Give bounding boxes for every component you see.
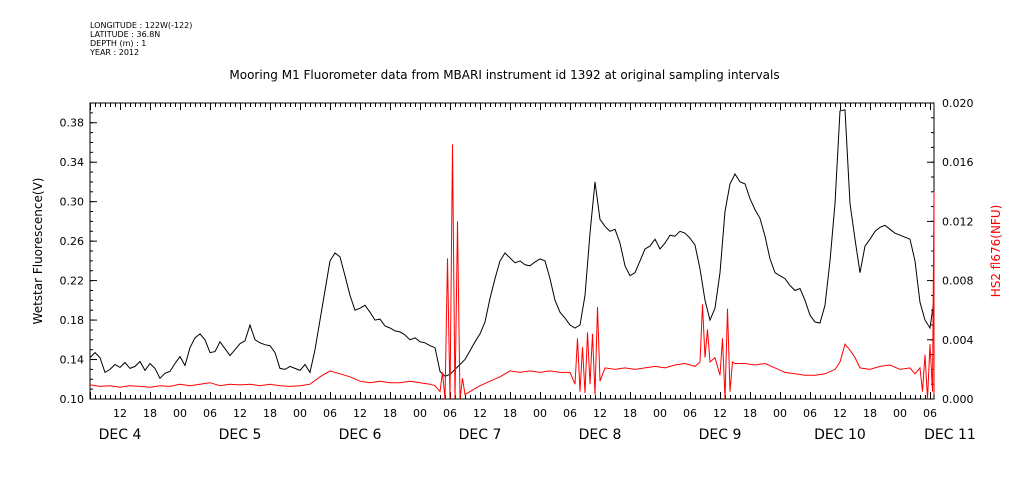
- y-left-tick-label: 0.30: [60, 196, 85, 209]
- x-tick-label: 06: [803, 407, 817, 420]
- x-tick-label: 18: [623, 407, 637, 420]
- x-day-label: DEC 8: [579, 427, 622, 443]
- y-left-tick-label: 0.38: [60, 117, 85, 130]
- y-right-tick-label: 0.016: [942, 156, 974, 169]
- x-tick-label: 00: [413, 407, 427, 420]
- chart-ticks: 12 18 00 06 12 18 00 06 12 18 00 06 12 18 00 06 12 18 00 06…: [60, 97, 976, 443]
- x-day-label: DEC 10: [814, 427, 866, 443]
- x-tick-label: 00: [533, 407, 547, 420]
- x-tick-label: 12: [233, 407, 247, 420]
- x-tick-label: 06: [563, 407, 577, 420]
- x-tick-label: 18: [863, 407, 877, 420]
- x-tick-label: 12: [713, 407, 727, 420]
- series-line-wetstar: [89, 109, 935, 380]
- x-tick-label: 12: [113, 407, 127, 420]
- x-tick-label: 00: [653, 407, 667, 420]
- y-left-tick-label: 0.34: [60, 156, 85, 169]
- x-tick-label: 06: [443, 407, 457, 420]
- x-day-label: DEC 7: [459, 427, 502, 443]
- x-tick-label: 00: [773, 407, 787, 420]
- x-day-label: DEC 5: [219, 427, 262, 443]
- chart-title: Mooring M1 Fluorometer data from MBARI i…: [229, 68, 780, 82]
- chart-axes: [89, 102, 935, 400]
- x-tick-label: 06: [203, 407, 217, 420]
- meta-block: LONGITUDE : 122W(-122) LATITUDE : 36.8N …: [90, 21, 192, 57]
- y-left-tick-label: 0.10: [60, 393, 85, 406]
- plot-frame: [89, 102, 935, 400]
- y-right-tick-label: 0.000: [942, 393, 974, 406]
- x-tick-label: 12: [833, 407, 847, 420]
- x-tick-label: 12: [473, 407, 487, 420]
- x-tick-label: 18: [743, 407, 757, 420]
- meta-depth: DEPTH (m) : 1: [90, 39, 147, 48]
- x-tick-label: 00: [173, 407, 187, 420]
- x-tick-label: 12: [593, 407, 607, 420]
- y-right-tick-label: 0.008: [942, 275, 974, 288]
- meta-longitude: LONGITUDE : 122W(-122): [90, 21, 193, 30]
- series-line-hs2: [89, 144, 935, 400]
- y-left-tick-label: 0.26: [60, 235, 85, 248]
- x-day-label: DEC 6: [339, 427, 382, 443]
- meta-year: YEAR : 2012: [90, 48, 140, 57]
- y-axis-right-label: HS2 fl676(NFU): [989, 205, 1003, 298]
- y-axis-left-label: Wetstar Fluorescence(V): [31, 178, 45, 325]
- x-day-label: DEC 4: [99, 427, 142, 443]
- chart-series: [89, 109, 935, 400]
- x-tick-label: 00: [293, 407, 307, 420]
- x-day-label: DEC 9: [699, 427, 742, 443]
- y-right-tick-label: 0.012: [942, 215, 974, 228]
- x-tick-label: 18: [263, 407, 277, 420]
- x-tick-label: 06: [923, 407, 937, 420]
- y-left-tick-label: 0.18: [60, 314, 85, 327]
- x-tick-label: 06: [683, 407, 697, 420]
- x-tick-label: 12: [353, 407, 367, 420]
- y-right-tick-label: 0.004: [942, 334, 974, 347]
- y-right-tick-label: 0.020: [942, 97, 974, 110]
- x-tick-label: 18: [503, 407, 517, 420]
- x-tick-label: 18: [383, 407, 397, 420]
- x-tick-label: 18: [143, 407, 157, 420]
- x-tick-label: 00: [893, 407, 907, 420]
- x-day-label: DEC 11: [924, 427, 976, 443]
- x-tick-label: 06: [323, 407, 337, 420]
- y-left-tick-label: 0.14: [60, 354, 85, 367]
- meta-latitude: LATITUDE : 36.8N: [90, 30, 161, 39]
- y-left-tick-label: 0.22: [60, 275, 85, 288]
